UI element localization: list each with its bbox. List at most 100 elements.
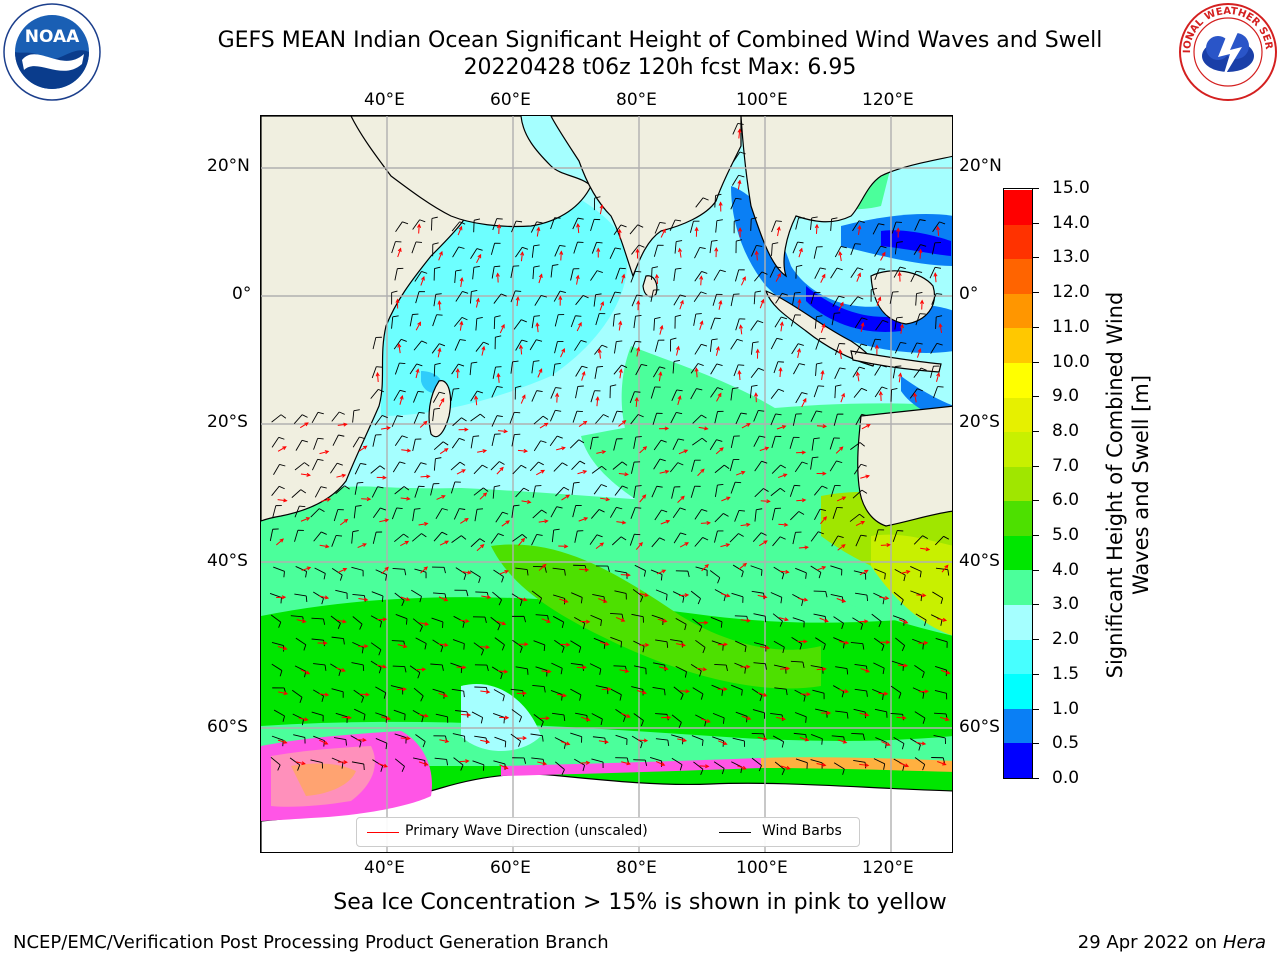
wind-barb [914, 711, 926, 724]
wave-direction-arrow [580, 619, 591, 624]
wind-barb [832, 295, 845, 307]
wave-direction-arrow [938, 322, 943, 334]
wind-barb [530, 221, 543, 233]
wind-barb [750, 217, 758, 231]
wind-barb [671, 714, 682, 729]
wave-direction-arrow [496, 620, 507, 626]
wind-barb [550, 387, 562, 399]
wind-barb [454, 339, 466, 351]
lon-tick-bottom-100e: 100°E [736, 858, 788, 878]
wind-barb [633, 436, 642, 449]
wave-direction-arrow [720, 593, 731, 598]
wave-direction-arrow [918, 640, 929, 645]
wave-direction-arrow [420, 566, 428, 574]
wave-direction-legend-label: Primary Wave Direction (unscaled) [405, 823, 648, 839]
wave-direction-arrow [860, 667, 870, 673]
wind-barb [574, 617, 586, 630]
wind-barb [770, 487, 786, 497]
wind-barb [694, 271, 708, 282]
wind-barb [591, 758, 604, 769]
wave-direction-arrow [718, 201, 723, 212]
wind-barb [294, 462, 310, 471]
wind-barb [813, 485, 828, 496]
wind-barb [754, 508, 763, 522]
wind-barb [611, 536, 627, 546]
wind-barb [473, 487, 489, 496]
wave-direction-arrow [919, 299, 925, 310]
wave-direction-arrow [941, 564, 949, 573]
wind-barb [491, 265, 501, 279]
wind-barb [589, 663, 602, 675]
wind-barb [529, 339, 543, 351]
wave-direction-arrow [595, 542, 605, 549]
wave-direction-arrow [560, 348, 565, 358]
wave-direction-arrow [558, 598, 569, 603]
wind-barb [394, 592, 405, 607]
wave-direction-arrow [337, 760, 348, 765]
wind-barb [853, 387, 868, 398]
wind-barb [730, 293, 740, 307]
wave-direction-arrow [461, 712, 472, 717]
wave-direction-arrow [395, 298, 400, 309]
wind-barb [394, 758, 405, 773]
wave-direction-arrow [880, 640, 891, 645]
wave-direction-arrow [737, 128, 742, 139]
wave-direction-arrow [517, 597, 528, 602]
wave-direction-arrow [599, 204, 604, 215]
wind-barb [314, 567, 326, 580]
wave-direction-arrow [618, 320, 623, 331]
colorbar-tick-label: 12.0 [1052, 282, 1090, 303]
wave-direction-arrow [735, 470, 746, 476]
wind-barb [395, 613, 408, 625]
wave-direction-arrow [694, 226, 699, 237]
lon-tick-top-80e: 80°E [616, 90, 657, 110]
wind-barb [472, 760, 485, 771]
wind-barb [615, 734, 628, 745]
wind-barb [313, 437, 324, 450]
wind-barb [795, 567, 807, 579]
wind-barb [874, 529, 885, 542]
wave-direction-arrow [699, 764, 710, 769]
wave-direction-arrow [516, 691, 527, 696]
wind-barb [511, 220, 523, 233]
wind-barb [672, 438, 685, 450]
wave-direction-arrow [397, 247, 402, 258]
wave-direction-arrow [717, 642, 728, 647]
wind-barb [655, 738, 670, 747]
wave-direction-arrow [661, 715, 672, 720]
wind-barb [935, 315, 943, 329]
wind-barb [813, 385, 825, 398]
wave-direction-arrow [299, 422, 309, 429]
wind-barb [830, 217, 838, 232]
wave-direction-arrow [715, 345, 720, 356]
wave-direction-arrow [859, 763, 870, 768]
wind-barb [453, 508, 466, 520]
wind-barb [453, 757, 464, 771]
wind-barb [492, 218, 503, 231]
wind-barb [671, 389, 683, 402]
wind-barb [552, 567, 566, 576]
wind-barb [510, 733, 522, 747]
wind-barb [834, 384, 842, 399]
wave-direction-arrow [456, 469, 466, 475]
wind-barb [590, 270, 603, 281]
lon-tick-bottom-120e: 120°E [862, 858, 914, 878]
wave-direction-arrow [418, 761, 429, 766]
wave-direction-arrow [515, 296, 520, 307]
wave-direction-arrow [798, 545, 809, 550]
wind-barb [690, 388, 703, 400]
wave-direction-arrow [820, 273, 826, 283]
wind-barb [889, 291, 899, 304]
wind-barb [735, 239, 743, 254]
wind-barb [413, 687, 424, 702]
wind-barb [472, 265, 480, 280]
wind-barb [792, 413, 802, 426]
wave-direction-arrow [718, 740, 728, 745]
wind-barb [591, 241, 603, 254]
wave-direction-arrow [814, 223, 819, 234]
wave-direction-arrow [799, 736, 810, 742]
wind-barb [614, 340, 623, 354]
wind-barb [412, 508, 421, 522]
wind-barb [751, 341, 759, 355]
wind-barb [831, 535, 844, 547]
